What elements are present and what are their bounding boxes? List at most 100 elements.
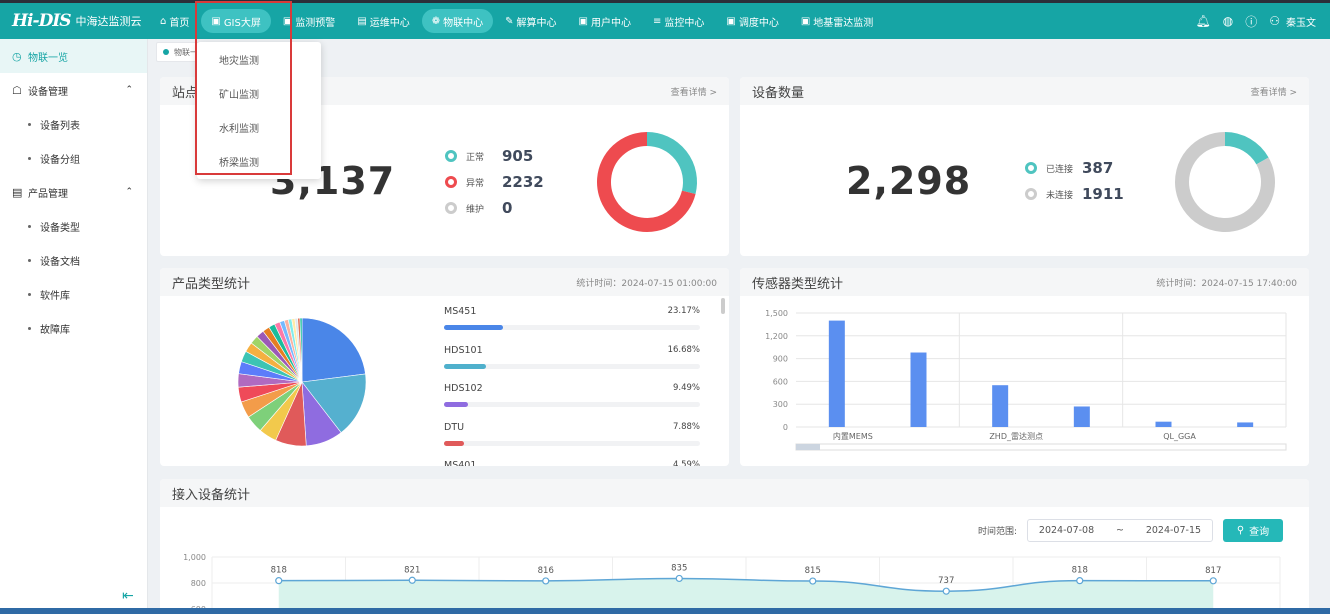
bullet-icon — [28, 156, 31, 160]
product-name: HDS102 — [444, 383, 483, 394]
nav-item-0[interactable]: ⌂ 首页 — [150, 9, 199, 33]
y-tick-label: 800 — [191, 579, 206, 588]
data-point — [408, 576, 416, 584]
dropdown-item-0[interactable]: 地灾监测 — [219, 55, 259, 67]
sidebar-item-5[interactable]: 设备类型 — [0, 209, 147, 243]
donut-segment — [1224, 132, 1269, 165]
legend-value: 387 — [1082, 159, 1114, 177]
sidebar-item-0[interactable]: ◷ 物联一览 — [0, 39, 147, 73]
data-point — [675, 574, 683, 583]
view-details-link[interactable]: 查看详情 > — [1250, 87, 1297, 98]
device-total: 2,298 — [846, 159, 972, 203]
product-row: DTU 7.88% — [444, 422, 700, 433]
data-label: 818 — [1072, 566, 1088, 576]
card-title: 传感器类型统计 — [752, 276, 844, 292]
bullet-icon — [28, 224, 31, 228]
nav-item-3[interactable]: ▤ 运维中心 — [347, 9, 419, 33]
data-point — [942, 587, 950, 595]
collapse-menu-icon[interactable]: ⇤ — [122, 588, 134, 604]
y-tick-label: 0 — [783, 423, 788, 432]
product-pie-chart — [237, 317, 367, 447]
nav-item-9[interactable]: ▣ 地基雷达监测 — [791, 9, 883, 33]
help-icon[interactable]: ⓘ — [1245, 14, 1258, 29]
legend-row: 未连接 1911 — [1025, 181, 1124, 207]
donut-segment — [646, 132, 697, 194]
data-point — [809, 577, 817, 585]
tab-dot-icon — [163, 49, 169, 55]
legend-value: 0 — [502, 199, 513, 217]
sidebar-item-7[interactable]: 软件库 — [0, 277, 147, 311]
nav-item-2[interactable]: ▣ 监测预警 — [273, 9, 345, 33]
taskbar-strip — [0, 608, 1330, 614]
progress-fill — [444, 325, 503, 330]
dropdown-item-2[interactable]: 水利监测 — [219, 123, 259, 135]
nav-item-5[interactable]: ✎ 解算中心 — [495, 9, 566, 33]
card-title: 设备数量 — [752, 85, 805, 101]
legend-row: 已连接 387 — [1025, 155, 1124, 181]
product-item: MS451 23.17% — [444, 306, 700, 345]
sensor-type-card: 传感器类型统计 统计时间：2024-07-15 17:40:00 1,500 1,… — [740, 268, 1309, 466]
user-card-icon: ▣ — [578, 15, 588, 27]
product-row: MS401 4.59% — [444, 460, 700, 466]
logo[interactable]: Hi-DIS 中海达监测云 — [0, 11, 150, 31]
header-tools: 🔔︎ ◍ ⓘ ⚇ 秦玉文 — [1184, 3, 1317, 39]
top-nav-bar: Hi-DIS 中海达监测云 ⌂ 首页 ▣ GIS大屏 ▣ 监测预警 ▤ 运维中心 ❁ 物联中心 ✎ 解… — [0, 0, 1330, 39]
nav-item-6[interactable]: ▣ 用户中心 — [569, 9, 641, 33]
stat-time: 统计时间：2024-07-15 17:40:00 — [1156, 278, 1297, 289]
product-name: DTU — [444, 421, 465, 433]
legend-label: 维护 — [466, 204, 485, 215]
product-pct: 9.49% — [672, 383, 700, 393]
dropdown-item-1[interactable]: 矿山监测 — [219, 89, 259, 101]
user-icon[interactable]: ⚇ — [1269, 14, 1280, 28]
sidebar-item-8[interactable]: 故障库 — [0, 311, 147, 345]
query-button[interactable]: ⚲ 查询 — [1223, 519, 1283, 542]
card-title: 产品类型统计 — [172, 276, 251, 292]
nav-label: 运维中心 — [369, 17, 410, 29]
highlight-box — [195, 1, 292, 175]
nav-label: 用户中心 — [591, 17, 631, 29]
user-name[interactable]: 秦玉文 — [1286, 17, 1316, 29]
progress-fill — [444, 402, 469, 407]
sidebar-item-6[interactable]: 设备文档 — [0, 243, 147, 277]
sidebar-item-3[interactable]: 设备分组 — [0, 141, 147, 175]
range-label: 时间范围: — [977, 527, 1017, 537]
product-pct: 16.68% — [667, 344, 700, 355]
x-tick-label: QL_GGA — [1163, 432, 1196, 441]
sidebar-item-2[interactable]: 设备列表 — [0, 107, 147, 141]
view-details-link[interactable]: 查看详情 > — [670, 87, 717, 98]
product-item: HDS102 9.49% — [444, 383, 700, 422]
date-range-picker[interactable]: 2024-07-08 ~ 2024-07-15 — [1027, 519, 1213, 542]
globe-icon[interactable]: ◍ — [1222, 14, 1234, 28]
query-label: 查询 — [1249, 527, 1270, 538]
chevron-up-icon[interactable]: ⌃ — [125, 85, 133, 95]
legend-dot-icon — [1025, 188, 1037, 200]
dropdown-item-3[interactable]: 桥梁监测 — [219, 157, 259, 169]
chevron-up-icon[interactable]: ⌃ — [125, 187, 133, 197]
bar — [1073, 406, 1090, 427]
data-label: 815 — [805, 566, 821, 576]
bell-icon[interactable]: 🔔︎ — [1195, 14, 1211, 28]
sidebar-item-1[interactable]: ☖ 设备管理 ⌃ — [0, 73, 147, 107]
area-line — [278, 577, 1214, 592]
sidebar-item-label: 设备管理 — [28, 86, 68, 98]
breadcrumb-label: 物联一览 — [174, 47, 206, 57]
y-tick-label: 1,000 — [183, 553, 206, 562]
y-tick-label: 1,500 — [765, 309, 788, 318]
legend-value: 2232 — [502, 173, 544, 191]
progress-fill — [444, 440, 465, 446]
device-icon: ☖ — [12, 83, 22, 97]
nav-label: 监测预警 — [295, 17, 336, 29]
product-name: HDS101 — [444, 344, 483, 356]
legend-dot-icon — [1025, 162, 1037, 174]
logo-mark: Hi-DIS — [12, 11, 72, 31]
nav-item-1[interactable]: ▣ GIS大屏 — [201, 9, 271, 33]
donut-segment — [597, 132, 696, 232]
nav-label: 地基雷达监测 — [813, 17, 874, 29]
nav-item-8[interactable]: ▣ 调度中心 — [716, 9, 788, 33]
sidebar-item-4[interactable]: ▤ 产品管理 ⌃ — [0, 175, 147, 209]
product-row: HDS102 9.49% — [444, 383, 700, 394]
start-date: 2024-07-08 — [1038, 525, 1095, 536]
scrollbar[interactable] — [721, 298, 725, 314]
nav-item-4[interactable]: ❁ 物联中心 — [421, 9, 494, 33]
nav-item-7[interactable]: ≡ 监控中心 — [643, 9, 714, 33]
